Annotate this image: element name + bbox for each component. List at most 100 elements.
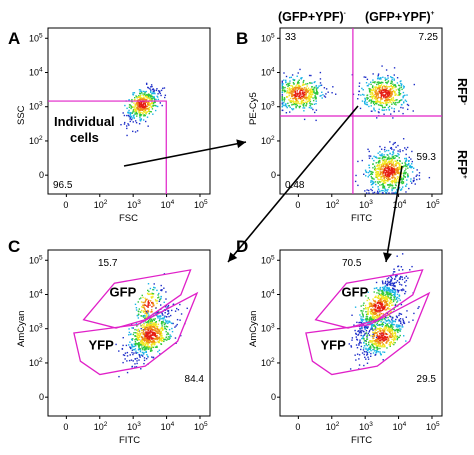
event-dot [378,111,380,114]
event-dot [161,317,163,320]
event-dot [142,352,145,355]
event-dot [406,183,408,185]
event-dot [135,111,138,114]
event-dot [386,288,389,290]
event-dot [158,337,160,340]
event-dot [150,343,152,346]
event-dot [404,277,406,279]
event-dot [394,141,396,144]
event-dot [309,104,311,107]
event-dot [406,165,408,167]
event-dot [146,328,148,331]
event-dot [148,293,150,296]
event-dot [157,93,159,95]
event-dot [365,332,367,334]
event-dot [387,319,390,321]
event-dot [136,329,139,332]
event-dot [393,187,395,189]
event-dot [140,108,143,110]
event-dot [285,104,287,106]
event-dot [392,304,394,306]
y-tick-label: 104 [29,288,43,299]
event-dot [377,336,380,338]
event-dot [370,170,372,173]
event-dot [291,104,293,106]
event-dot [375,89,377,91]
event-dot [123,123,126,125]
event-dot [392,291,395,294]
event-dot [308,82,311,84]
event-dot [140,335,143,338]
event-dot [383,109,386,111]
event-dot [138,336,141,338]
event-dot [151,356,153,358]
event-dot [386,278,388,280]
event-dot [393,67,396,69]
event-dot [141,351,144,354]
event-dot [399,171,401,174]
event-dot [370,328,372,330]
event-dot [386,78,388,81]
event-dot [391,179,394,182]
event-dot [389,284,392,286]
event-dot [147,309,149,312]
event-dot [388,158,391,160]
event-dot [366,101,368,104]
event-dot [389,183,392,185]
event-dot [393,278,396,280]
event-dot [149,300,152,302]
event-dot [381,318,384,320]
event-dot [150,318,153,320]
event-dot [142,304,144,306]
event-dot [403,171,405,174]
event-dot [377,331,379,333]
event-dot [377,295,380,298]
event-dot [169,314,172,317]
event-dot [156,95,158,98]
event-dot [366,352,369,354]
event-dot [138,347,140,350]
event-dot [379,315,381,317]
event-dot [296,104,298,107]
event-dot [150,328,152,331]
event-dot [375,332,377,334]
event-dot [380,90,383,92]
event-dot [396,328,398,331]
event-dot [138,342,140,344]
event-dot [396,293,399,296]
event-dot [281,91,284,94]
event-dot [161,289,163,291]
event-dot [127,114,130,117]
event-dot [297,102,299,105]
event-dot [288,88,290,91]
event-dot [323,87,326,89]
event-dot [151,338,153,340]
event-dot [375,90,378,92]
event-dot [393,103,396,105]
event-dot [149,327,152,329]
event-dot [375,100,377,102]
event-dot [413,177,415,179]
event-dot [136,115,138,117]
event-dot [403,86,406,88]
event-dot [376,173,378,175]
event-dot [379,313,381,315]
event-dot [308,98,310,100]
event-dot [291,88,294,90]
event-dot [367,309,369,311]
event-dot [372,331,374,333]
event-dot [289,82,291,84]
event-dot [165,322,167,324]
event-dot [389,298,391,301]
event-dot [406,163,408,166]
x-tick-label: 0 [295,422,300,432]
event-dot [395,165,397,167]
event-dot [296,102,298,104]
event-dot [163,338,165,341]
event-dot [287,83,289,85]
event-dot [372,85,374,87]
event-dot [133,343,135,345]
event-dot [376,100,378,103]
event-dot [295,98,298,100]
event-dot [372,102,375,104]
